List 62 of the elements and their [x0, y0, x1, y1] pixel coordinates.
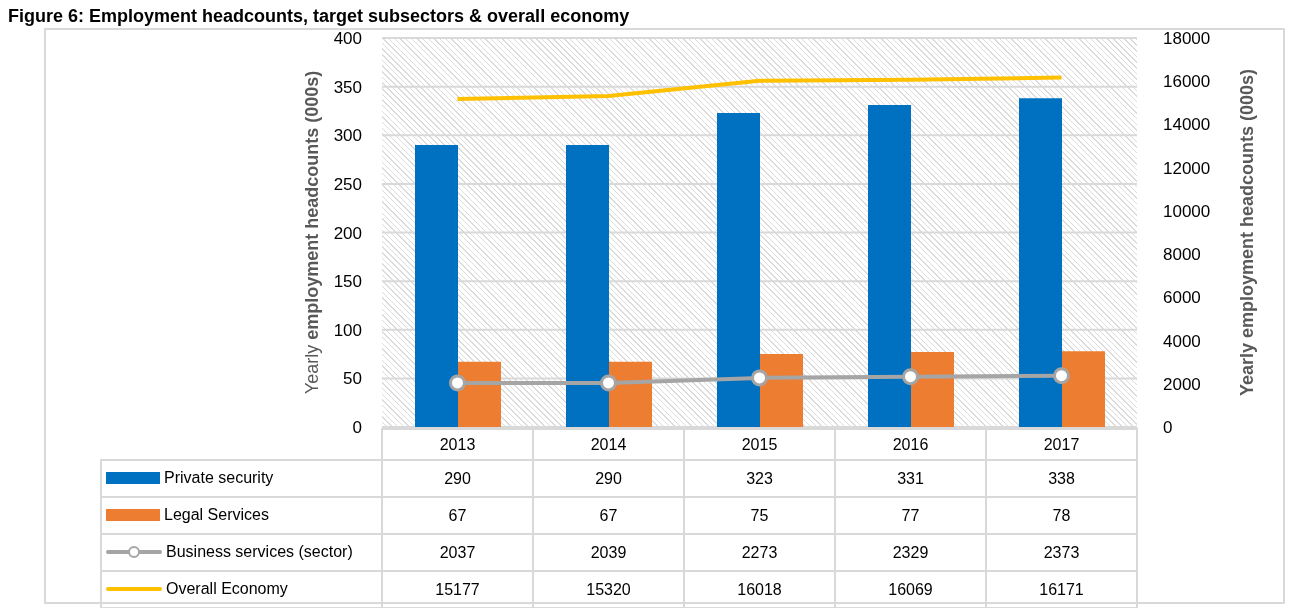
y-tick-label: 200	[333, 223, 362, 243]
x-tick-label: 2016	[835, 429, 986, 460]
x-tick-label: 2014	[533, 429, 684, 460]
bar	[1062, 351, 1105, 427]
x-tick-label: 2015	[684, 429, 835, 460]
data-label: 15320	[533, 571, 684, 608]
y2-tick-label: 10000	[1163, 201, 1211, 221]
data-label: 67	[533, 497, 684, 534]
y-tick-label: 150	[333, 272, 362, 292]
y-tick-label: 0	[352, 418, 362, 438]
data-label: 2329	[835, 534, 986, 571]
y-axis-title: Yearly employment headcounts (000s)	[302, 70, 323, 395]
y2-tick-label: 0	[1163, 418, 1173, 438]
bar	[609, 361, 652, 427]
y2-tick-label: 16000	[1163, 72, 1211, 92]
data-label: 290	[382, 460, 533, 497]
bar	[566, 144, 609, 427]
bar	[911, 352, 954, 427]
y-tick-label: 50	[343, 369, 362, 389]
x-tick-label: 2013	[382, 429, 533, 460]
y2-tick-label: 14000	[1163, 115, 1211, 135]
x-tick-label: 2017	[986, 429, 1137, 460]
data-label: 2037	[382, 534, 533, 571]
data-label: 16171	[986, 571, 1137, 608]
y-tick-label: 300	[333, 126, 362, 146]
y-tick-label: 250	[333, 174, 362, 194]
data-label: 338	[986, 460, 1137, 497]
data-label: 77	[835, 497, 986, 534]
chart-title: Figure 6: Employment headcounts, target subsectors & overall economy	[8, 6, 630, 27]
y2-axis-title: Yearly employment headcounts (000s)	[1237, 68, 1258, 397]
data-label: 2273	[684, 534, 835, 571]
data-label: 323	[684, 460, 835, 497]
data-label: 67	[382, 497, 533, 534]
data-label: 290	[533, 460, 684, 497]
y-tick-label: 350	[333, 77, 362, 97]
legend-label: Private security	[164, 469, 274, 487]
y2-tick-label: 2000	[1163, 374, 1201, 394]
bar	[717, 112, 760, 427]
data-label: 16018	[684, 571, 835, 608]
y2-tick-label: 18000	[1163, 29, 1211, 49]
y2-tick-label: 4000	[1163, 331, 1201, 351]
data-label: 2373	[986, 534, 1137, 571]
y2-tick-label: 12000	[1163, 158, 1211, 178]
legend-label: Legal Services	[164, 506, 269, 524]
data-label: 331	[835, 460, 986, 497]
legend-label: Business services (sector)	[166, 542, 353, 561]
y2-tick-label: 6000	[1163, 288, 1201, 308]
y2-tick-label: 8000	[1163, 245, 1201, 265]
bar	[458, 361, 501, 427]
bar	[1019, 98, 1062, 427]
bar	[760, 354, 803, 427]
data-label: 2039	[533, 534, 684, 571]
data-label: 15177	[382, 571, 533, 608]
legend-label: Overall Economy	[166, 579, 288, 598]
data-label: 75	[684, 497, 835, 534]
y-tick-label: 400	[333, 29, 362, 49]
line-series	[455, 75, 1064, 102]
data-label: 78	[986, 497, 1137, 534]
data-label: 16069	[835, 571, 986, 608]
bar	[415, 144, 458, 427]
bar	[868, 105, 911, 427]
y-tick-label: 100	[333, 320, 362, 340]
